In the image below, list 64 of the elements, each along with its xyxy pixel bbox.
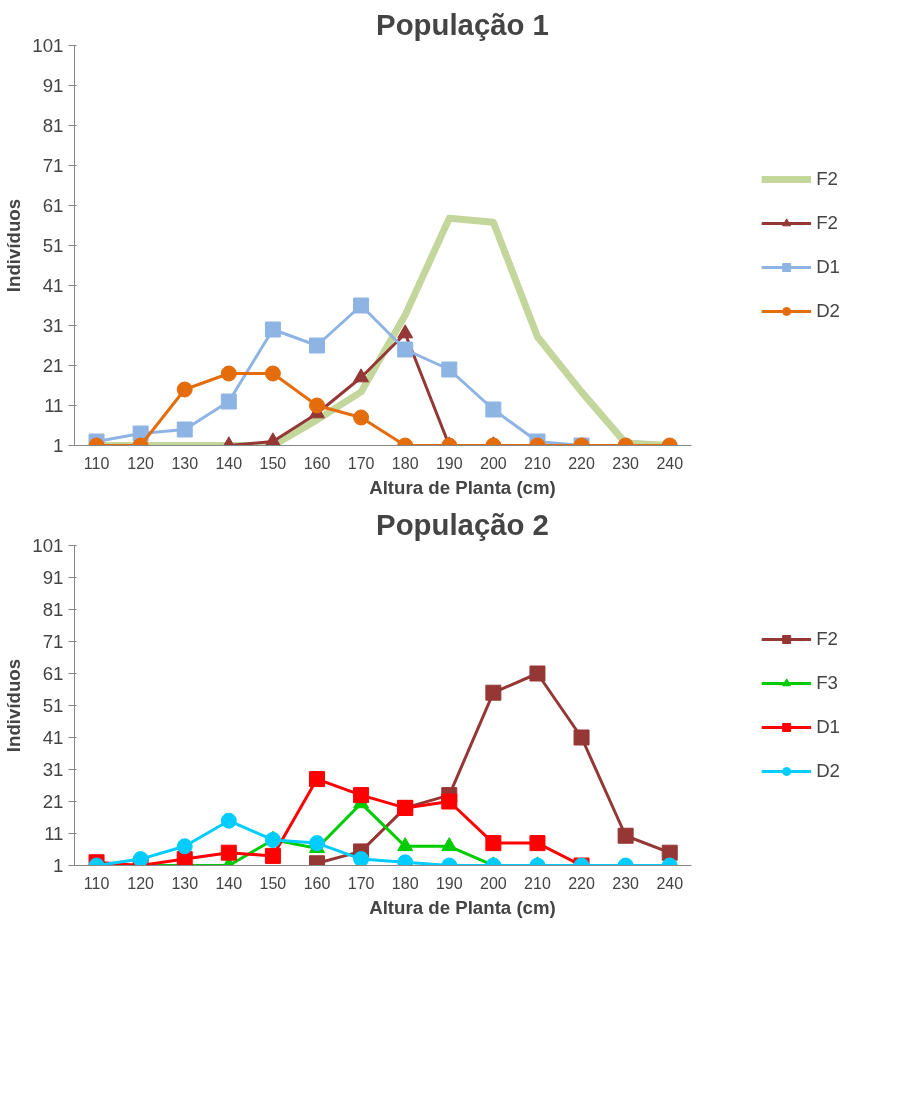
- y-tick-label: 21: [42, 791, 64, 812]
- y-tick-label: 21: [42, 355, 64, 376]
- y-axis-title: Indivíduos: [3, 198, 25, 293]
- x-tick-label: 190: [435, 874, 463, 892]
- x-tick-label: 130: [171, 454, 199, 472]
- legend-label: D1: [816, 256, 840, 278]
- y-tick-label: 41: [42, 727, 64, 748]
- y-tick-label: 101: [32, 535, 64, 556]
- x-tick-label: 180: [391, 454, 419, 472]
- y-tick-label: 31: [42, 315, 64, 336]
- y-tick-label: 1: [53, 855, 64, 876]
- legend-label: D1: [816, 716, 840, 738]
- legend-label: F2: [816, 628, 838, 650]
- y-tick-label: 101: [32, 35, 64, 56]
- chart-title: População 1: [376, 7, 549, 41]
- x-tick-label: 160: [303, 454, 331, 472]
- legend-label: D2: [816, 300, 840, 322]
- x-tick-label: 200: [480, 454, 507, 472]
- y-tick-label: 11: [44, 823, 64, 844]
- x-tick-label: 120: [127, 454, 155, 472]
- y-tick-label: 51: [42, 695, 64, 716]
- y-tick-label: 81: [42, 599, 64, 620]
- x-axis-title: Altura de Planta (cm): [369, 896, 556, 918]
- legend-label: F2: [816, 212, 838, 234]
- x-tick-label: 200: [480, 874, 507, 892]
- x-tick-label: 150: [259, 454, 287, 472]
- y-tick-label: 11: [44, 395, 64, 416]
- y-tick-label: 31: [42, 759, 64, 780]
- y-axis-title: Indivíduos: [3, 658, 25, 753]
- x-tick-label: 160: [303, 874, 331, 892]
- x-tick-label: 110: [83, 454, 110, 472]
- x-tick-label: 150: [259, 874, 287, 892]
- x-tick-label: 220: [568, 454, 595, 472]
- x-tick-label: 130: [171, 874, 199, 892]
- y-tick-label: 81: [42, 115, 64, 136]
- y-tick-label: 71: [42, 631, 64, 652]
- y-tick-label: 41: [42, 275, 64, 296]
- legend-label: F2: [816, 168, 838, 190]
- y-tick-label: 71: [42, 155, 64, 176]
- x-tick-label: 180: [391, 874, 419, 892]
- x-tick-label: 230: [612, 874, 640, 892]
- x-tick-label: 210: [524, 874, 551, 892]
- y-tick-label: 61: [42, 663, 64, 684]
- x-tick-label: 220: [568, 874, 595, 892]
- y-tick-label: 61: [42, 195, 64, 216]
- x-tick-label: 240: [656, 454, 684, 472]
- chart-title: População 2: [376, 507, 549, 541]
- x-tick-label: 210: [524, 454, 551, 472]
- x-tick-label: 140: [215, 874, 243, 892]
- legend-label: D2: [816, 760, 840, 782]
- x-tick-label: 140: [215, 454, 243, 472]
- y-tick-label: 51: [42, 235, 64, 256]
- x-tick-label: 120: [127, 874, 155, 892]
- x-axis-title: Altura de Planta (cm): [369, 476, 556, 498]
- x-tick-label: 170: [347, 874, 375, 892]
- x-tick-label: 240: [656, 874, 684, 892]
- legend-label: F3: [816, 672, 838, 694]
- x-tick-label: 110: [83, 874, 110, 892]
- y-tick-label: 1: [53, 435, 64, 456]
- x-tick-label: 190: [435, 454, 463, 472]
- y-tick-label: 91: [42, 567, 64, 588]
- x-tick-label: 230: [612, 454, 640, 472]
- x-tick-label: 170: [347, 454, 375, 472]
- y-tick-label: 91: [42, 75, 64, 96]
